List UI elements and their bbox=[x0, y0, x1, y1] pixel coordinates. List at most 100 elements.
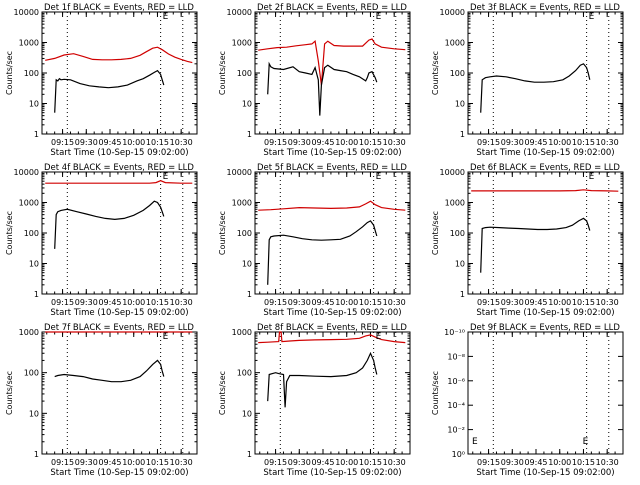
y-tick-label: 1 bbox=[34, 130, 39, 139]
panel-title: Det 6f BLACK = Events, RED = LLD bbox=[470, 163, 620, 173]
y-tick-label: 100 bbox=[24, 369, 39, 378]
x-tick-label: 10:30 bbox=[383, 458, 406, 467]
x-tick-label: 10:15 bbox=[572, 138, 595, 147]
lld-series-line bbox=[45, 46, 193, 64]
y-axis-label: Counts/sec bbox=[431, 211, 440, 255]
plot-frame bbox=[467, 331, 624, 455]
y-tick-label: 1 bbox=[247, 290, 252, 299]
y-tick-label: 1000 bbox=[232, 328, 252, 337]
y-tick-label: 10000 bbox=[227, 168, 252, 177]
x-tick-label: 10:00 bbox=[122, 458, 145, 467]
y-tick-label: 1000 bbox=[19, 199, 39, 208]
x-tick-label: 10:30 bbox=[170, 298, 193, 307]
x-tick-label: 09:45 bbox=[311, 298, 334, 307]
detector-panel-6: Det 6f BLACK = Events, RED = LLD 1 10 100 10… bbox=[431, 163, 624, 318]
e-annotation: E bbox=[376, 12, 382, 22]
y-tick-label: 10000 bbox=[14, 168, 39, 177]
x-tick-label: 09:15 bbox=[477, 458, 500, 467]
y-tick-label: 10 bbox=[29, 260, 39, 269]
x-tick-label: 10:30 bbox=[383, 298, 406, 307]
y-tick-label: 10⁻⁸ bbox=[447, 352, 465, 361]
panel-title: Det 4f BLACK = Events, RED = LLD bbox=[44, 163, 194, 173]
e-annotation: E bbox=[376, 172, 382, 182]
y-axis-label: Counts/sec bbox=[5, 211, 14, 255]
y-tick-label: 10000 bbox=[227, 8, 252, 17]
lld-series-line bbox=[258, 200, 406, 211]
x-tick-label: 10:00 bbox=[335, 458, 358, 467]
y-tick-label: 100 bbox=[450, 229, 465, 238]
x-tick-label: 09:15 bbox=[264, 298, 287, 307]
y-tick-label: 10000 bbox=[440, 8, 465, 17]
x-tick-label: 10:30 bbox=[170, 138, 193, 147]
x-axis-label: Start Time (10-Sep-15 09:02:00) bbox=[476, 148, 614, 158]
y-tick-label: 1 bbox=[460, 130, 465, 139]
y-tick-label: 10⁻¹⁰ bbox=[444, 328, 465, 337]
y-axis-label: Counts/sec bbox=[5, 371, 14, 415]
x-tick-label: 09:15 bbox=[51, 458, 74, 467]
x-tick-label: 10:15 bbox=[572, 298, 595, 307]
x-axis-label: Start Time (10-Sep-15 09:02:00) bbox=[476, 308, 614, 318]
x-tick-label: 10:30 bbox=[596, 298, 619, 307]
events-series-line bbox=[480, 217, 591, 273]
y-tick-label: 10 bbox=[455, 100, 465, 109]
y-tick-label: 10⁰ bbox=[452, 450, 465, 459]
x-tick-label: 09:15 bbox=[51, 138, 74, 147]
x-axis-label: Start Time (10-Sep-15 09:02:00) bbox=[50, 468, 188, 478]
x-tick-label: 10:00 bbox=[335, 298, 358, 307]
x-tick-label: 10:30 bbox=[596, 458, 619, 467]
panel-title: Det 9f BLACK = Events, RED = LLD bbox=[470, 323, 620, 333]
y-axis-label: Counts/sec bbox=[218, 211, 227, 255]
y-axis-label: Counts/sec bbox=[218, 51, 227, 95]
e-annotation: E bbox=[163, 332, 169, 342]
x-tick-label: 09:45 bbox=[311, 138, 334, 147]
y-tick-label: 100 bbox=[237, 369, 252, 378]
x-axis-label: Start Time (10-Sep-15 09:02:00) bbox=[50, 308, 188, 318]
e-annotation: E bbox=[376, 332, 382, 342]
x-tick-label: 09:45 bbox=[98, 458, 121, 467]
detector-panel-3: Det 3f BLACK = Events, RED = LLD 1 10 100 10… bbox=[431, 3, 624, 158]
lld-series-line bbox=[471, 189, 619, 192]
y-tick-label: 10⁻² bbox=[447, 426, 465, 435]
x-tick-label: 09:30 bbox=[501, 458, 524, 467]
e-annotation: E bbox=[589, 172, 595, 182]
y-axis-label: Counts/sec bbox=[431, 371, 440, 415]
x-tick-label: 09:30 bbox=[75, 138, 98, 147]
y-tick-label: 1000 bbox=[445, 199, 465, 208]
y-tick-label: 10 bbox=[29, 100, 39, 109]
x-tick-label: 10:00 bbox=[335, 138, 358, 147]
x-tick-label: 10:15 bbox=[146, 298, 169, 307]
plot-frame bbox=[41, 11, 198, 135]
x-tick-label: 09:30 bbox=[501, 138, 524, 147]
x-tick-label: 09:15 bbox=[264, 458, 287, 467]
x-tick-label: 09:30 bbox=[501, 298, 524, 307]
events-series-line bbox=[267, 61, 378, 116]
x-tick-label: 10:00 bbox=[548, 138, 571, 147]
x-tick-label: 10:00 bbox=[548, 298, 571, 307]
detector-panel-1: Det 1f BLACK = Events, RED = LLD 1 10 100 10… bbox=[5, 3, 198, 158]
x-tick-label: 10:00 bbox=[548, 458, 571, 467]
x-tick-label: 10:15 bbox=[359, 298, 382, 307]
panel-title: Det 3f BLACK = Events, RED = LLD bbox=[470, 3, 620, 13]
x-tick-label: 09:30 bbox=[288, 298, 311, 307]
y-axis-label: Counts/sec bbox=[431, 51, 440, 95]
events-series-line bbox=[480, 63, 591, 113]
panel-title: Det 5f BLACK = Events, RED = LLD bbox=[257, 163, 407, 173]
y-tick-label: 1000 bbox=[19, 39, 39, 48]
y-axis-label: Counts/sec bbox=[5, 51, 14, 95]
x-tick-label: 09:30 bbox=[75, 458, 98, 467]
plot-frame bbox=[41, 171, 198, 295]
events-series-line bbox=[54, 69, 165, 113]
plot-frame bbox=[41, 331, 198, 455]
x-axis-label: Start Time (10-Sep-15 09:02:00) bbox=[263, 468, 401, 478]
y-tick-label: 1000 bbox=[445, 39, 465, 48]
x-tick-label: 10:15 bbox=[359, 458, 382, 467]
detector-panel-4: Det 4f BLACK = Events, RED = LLD 1 10 100 10… bbox=[5, 163, 198, 318]
y-tick-label: 10 bbox=[242, 409, 252, 418]
e-annotation: E bbox=[589, 12, 595, 22]
x-tick-label: 09:15 bbox=[477, 138, 500, 147]
y-tick-label: 1 bbox=[34, 450, 39, 459]
x-tick-label: 10:15 bbox=[146, 138, 169, 147]
detector-panel-9: Det 9f BLACK = Events, RED = LLD 10⁰ 10⁻² 1… bbox=[431, 323, 624, 478]
lld-series-line bbox=[45, 180, 193, 184]
